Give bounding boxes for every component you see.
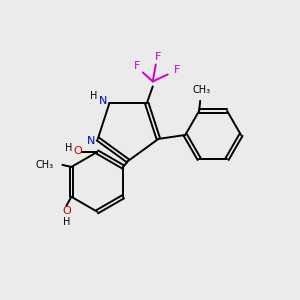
Text: F: F [154,52,161,61]
Text: CH₃: CH₃ [192,85,210,95]
Text: H: H [65,143,73,153]
Text: O: O [62,206,71,216]
Text: CH₃: CH₃ [36,160,54,170]
Text: F: F [173,65,180,76]
Text: H: H [63,217,70,227]
Text: N: N [99,96,108,106]
Text: F: F [134,61,140,71]
Text: N: N [87,136,95,146]
Text: O: O [74,146,82,157]
Text: H: H [90,92,98,101]
